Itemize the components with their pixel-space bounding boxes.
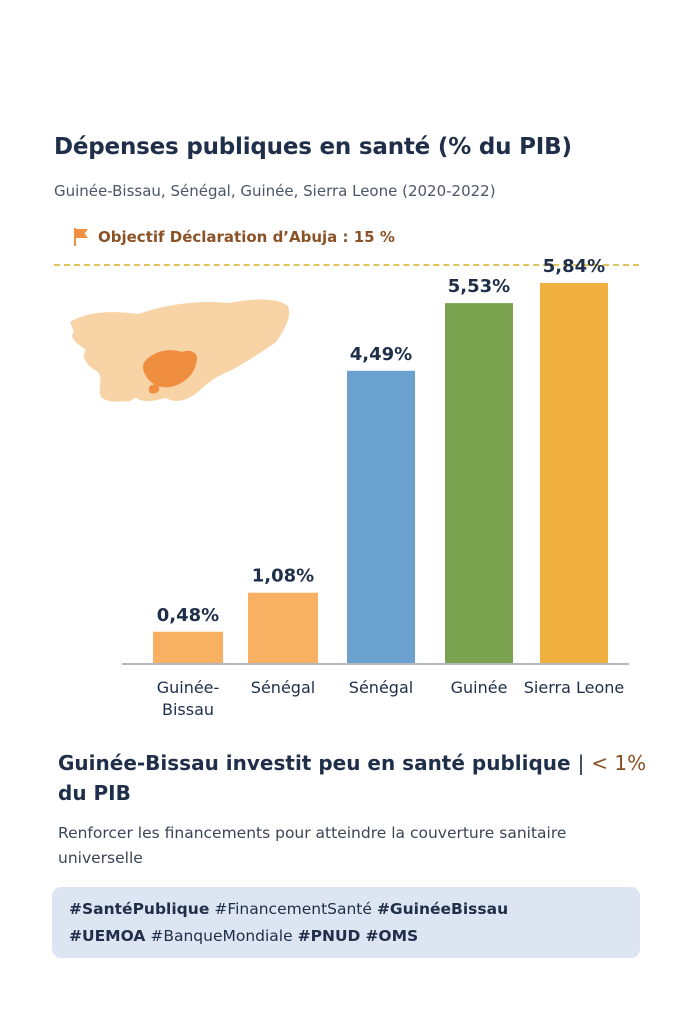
headline: Guinée-Bissau investit peu en santé publ… xyxy=(58,748,658,808)
map-highlight-guinea-bissau xyxy=(143,350,198,388)
bar-1 xyxy=(153,631,223,663)
headline-separator: | xyxy=(577,751,585,775)
category-label-5: Sierra Leone xyxy=(524,678,624,697)
flag-icon xyxy=(74,228,88,246)
headline-accent: < 1% xyxy=(591,751,647,775)
bar-value-label-2: 1,08% xyxy=(252,566,314,587)
bar-value-label-5: 5,84% xyxy=(543,256,605,277)
chart-subtitle: Guinée-Bissau, Sénégal, Guinée, Sierra L… xyxy=(54,182,496,200)
category-label-1: Guinée-Bissau xyxy=(157,678,220,719)
map-land xyxy=(70,299,290,402)
chart-title: Dépenses publiques en santé (% du PIB) xyxy=(54,134,572,160)
map-illustration xyxy=(70,299,290,402)
abuja-target-line xyxy=(54,264,639,266)
hashtag: #FinancementSanté xyxy=(214,900,372,918)
bar-2 xyxy=(248,592,318,663)
call-to-action-text: Renforcer les financements pour atteindr… xyxy=(58,824,567,867)
hashtag: #BanqueMondiale xyxy=(150,927,293,945)
bar-3 xyxy=(347,370,415,663)
hashtag: #SantéPublique xyxy=(69,900,210,918)
category-label-3: Sénégal xyxy=(349,678,413,697)
category-label-4: Guinée xyxy=(451,678,508,697)
bar-value-label-3: 4,49% xyxy=(350,344,412,365)
abuja-target-legend: Objectif Déclaration d’Abuja : 15 % xyxy=(72,227,395,247)
bar-chart: 0,48% 1,08% 4,49% 5,53% 5,84% Guinée-Bissau S… xyxy=(70,256,629,719)
bar-value-label-1: 0,48% xyxy=(157,605,219,626)
hashtag: #OMS xyxy=(365,927,419,945)
bar-4 xyxy=(445,303,513,663)
hashtag: #GuinéeBissau xyxy=(376,900,509,918)
bar-value-label-4: 5,53% xyxy=(448,276,510,297)
headline-main: Guinée-Bissau investit peu en santé publ… xyxy=(58,751,571,775)
hashtag-box: #SantéPublique #FinancementSanté #GuinéeBi… xyxy=(52,887,640,958)
headline-tail: du PIB xyxy=(58,781,131,805)
bar-5 xyxy=(540,282,608,663)
abuja-target-label: Objectif Déclaration d’Abuja : 15 % xyxy=(98,228,395,246)
category-label-2: Sénégal xyxy=(251,678,315,697)
hashtag: #UEMOA xyxy=(69,927,146,945)
hashtag: #PNUD xyxy=(297,927,361,945)
